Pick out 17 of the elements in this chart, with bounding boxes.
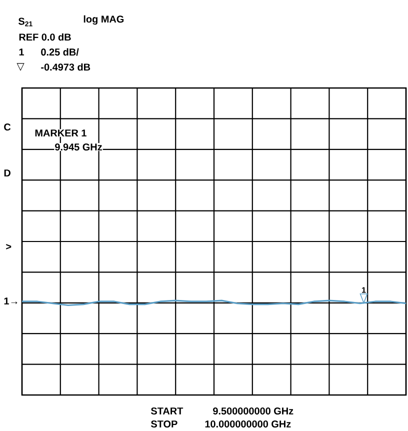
- text: D: [4, 170, 10, 176]
- text: 1: [19, 48, 24, 56]
- text: -0.4973 dB: [41, 63, 90, 71]
- text: 1→: [4, 298, 18, 304]
- chart-subtitle: log MAG: [84, 15, 124, 25]
- text: START: [150, 407, 184, 415]
- text: REF 0.0 dB: [19, 33, 71, 41]
- text: 10.000000000 GHz: [205, 420, 291, 428]
- text: ▽: [16, 63, 24, 71]
- text: STOP: [150, 420, 178, 428]
- text: C: [4, 123, 11, 131]
- text: 0.25 dB/: [41, 48, 79, 56]
- chart-title: S$_{21}$: [18, 18, 32, 26]
- text: >: [6, 244, 12, 250]
- text: 9.500000000 GHz: [213, 407, 294, 415]
- text: 9.945 GHz: [55, 143, 102, 151]
- text: MARKER 1: [35, 130, 86, 136]
